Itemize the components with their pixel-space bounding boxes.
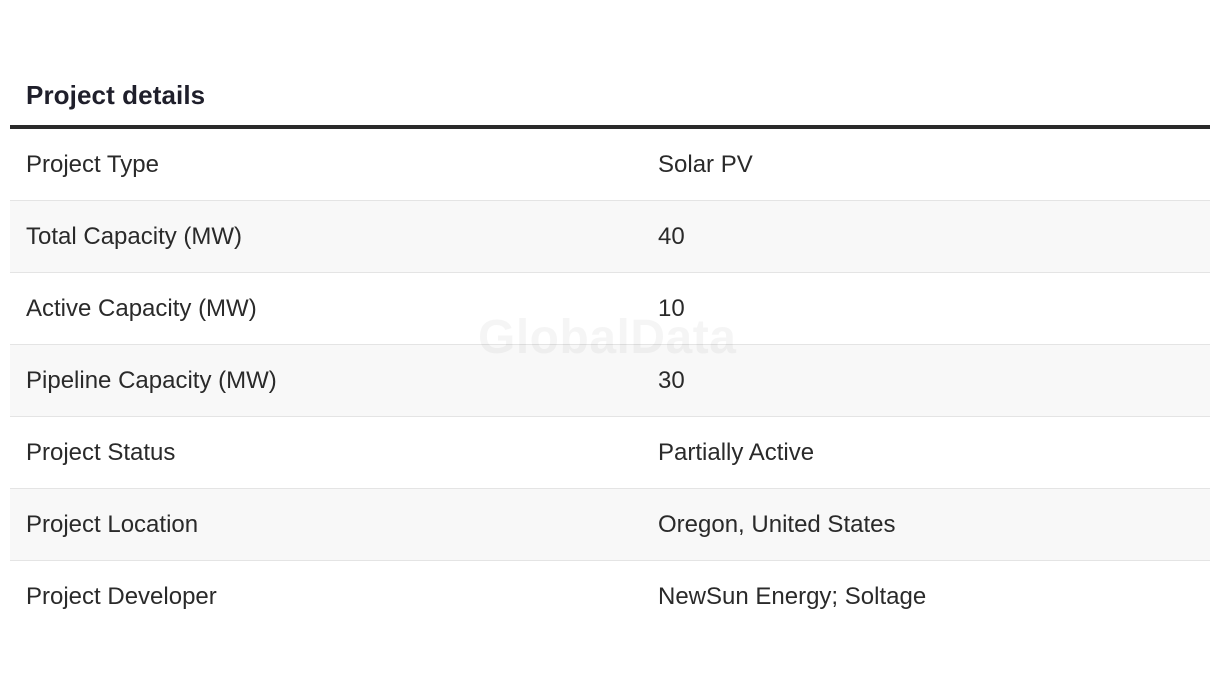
row-label: Project Type <box>26 150 159 178</box>
table-row-total-capacity: Total Capacity (MW) 40 <box>10 201 1210 273</box>
row-value: NewSun Energy; Soltage <box>658 582 927 610</box>
table-row-project-type: Project Type Solar PV <box>10 129 1210 201</box>
table-row-project-status: Project Status Partially Active <box>10 417 1210 489</box>
row-value: Partially Active <box>658 438 815 466</box>
row-value: Oregon, United States <box>658 510 896 538</box>
row-label: Project Status <box>26 438 176 466</box>
row-label: Total Capacity (MW) <box>26 222 243 250</box>
row-label: Pipeline Capacity (MW) <box>26 366 277 394</box>
table-row-project-developer: Project Developer NewSun Energy; Soltage <box>10 561 1210 632</box>
row-value: 30 <box>658 366 685 394</box>
row-label: Project Developer <box>26 582 217 610</box>
table-row-project-location: Project Location Oregon, United States <box>10 489 1210 561</box>
table-row-pipeline-capacity: Pipeline Capacity (MW) 30 <box>10 345 1210 417</box>
heading-rule <box>10 125 1210 129</box>
row-value: 10 <box>658 294 685 322</box>
row-label: Project Location <box>26 510 199 538</box>
section-title: Project details <box>26 80 206 110</box>
table-row-active-capacity: Active Capacity (MW) 10 <box>10 273 1210 345</box>
details-table: Project Type Solar PV Total Capacity (MW… <box>10 129 1210 632</box>
row-value: 40 <box>658 222 685 250</box>
row-value: Solar PV <box>658 150 753 178</box>
row-label: Active Capacity (MW) <box>26 294 257 322</box>
